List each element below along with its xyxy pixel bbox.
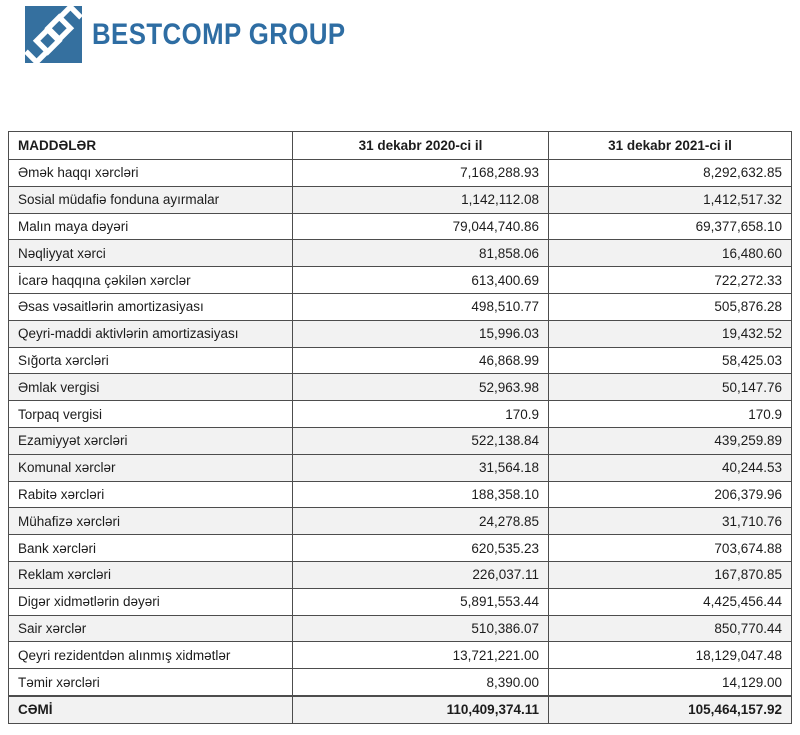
row-label: Əsas vəsaitlərin amortizasiyası — [8, 292, 293, 321]
company-name: BESTCOMP GROUP — [92, 18, 346, 51]
row-label: İcarə haqqına çəkilən xərclər — [8, 266, 293, 294]
value-2020: 613,400.69 — [292, 266, 549, 294]
total-value-2021: 105,464,157.92 — [548, 694, 792, 724]
table-row: Torpaq vergisi 170.9 170.9 — [8, 400, 792, 428]
value-2021: 1,412,517.32 — [548, 185, 792, 214]
value-2020: 170.9 — [292, 400, 549, 428]
value-2021: 69,377,658.10 — [548, 212, 792, 241]
value-2021: 18,129,047.48 — [548, 641, 792, 670]
value-2021: 505,876.28 — [548, 292, 792, 321]
row-label: Əmlak vergisi — [8, 373, 293, 402]
value-2020: 81,858.06 — [292, 239, 549, 268]
table-row: Əmək haqqı xərcləri 7,168,288.93 8,292,6… — [8, 159, 792, 187]
value-2020: 5,891,553.44 — [292, 587, 549, 616]
value-2021: 206,379.96 — [548, 480, 792, 509]
column-header-items: MADDƏLƏR — [8, 131, 293, 160]
table-row: Nəqliyyat xərci 81,858.06 16,480.60 — [8, 239, 792, 268]
value-2021: 170.9 — [548, 400, 792, 428]
table-row: Qeyri rezidentdən alınmış xidmətlər 13,7… — [8, 641, 792, 670]
table-row: Reklam xərcləri 226,037.11 167,870.85 — [8, 560, 792, 589]
brand-header: BESTCOMP GROUP — [25, 6, 387, 63]
row-label: Ezamiyyət xərcləri — [8, 426, 293, 455]
value-2021: 850,770.44 — [548, 614, 792, 643]
table-row: Digər xidmətlərin dəyəri 5,891,553.44 4,… — [8, 587, 792, 616]
row-label: Sosial müdafiə fonduna ayırmalar — [8, 185, 293, 214]
value-2021: 40,244.53 — [548, 453, 792, 482]
financial-table: MADDƏLƏR 31 dekabr 2020-ci il 31 dekabr … — [8, 131, 792, 724]
value-2021: 8,292,632.85 — [548, 159, 792, 187]
value-2021: 31,710.76 — [548, 507, 792, 536]
table-row: Qeyri-maddi aktivlərin amortizasiyası 15… — [8, 319, 792, 348]
value-2020: 15,996.03 — [292, 319, 549, 348]
value-2020: 1,142,112.08 — [292, 185, 549, 214]
value-2020: 24,278.85 — [292, 507, 549, 536]
table-row: Ezamiyyət xərcləri 522,138.84 439,259.89 — [8, 426, 792, 455]
row-label: Təmir xərcləri — [8, 668, 293, 697]
table-row: Əmlak vergisi 52,963.98 50,147.76 — [8, 373, 792, 402]
value-2021: 14,129.00 — [548, 668, 792, 697]
row-label: Malın maya dəyəri — [8, 212, 293, 241]
value-2021: 439,259.89 — [548, 426, 792, 455]
row-label: Rabitə xərcləri — [8, 480, 293, 509]
value-2020: 188,358.10 — [292, 480, 549, 509]
row-label: Komunal xərclər — [8, 453, 293, 482]
row-label: Reklam xərcləri — [8, 560, 293, 589]
table-row: Rabitə xərcləri 188,358.10 206,379.96 — [8, 480, 792, 509]
value-2020: 498,510.77 — [292, 292, 549, 321]
value-2021: 703,674.88 — [548, 534, 792, 562]
row-label: Sığorta xərcləri — [8, 346, 293, 375]
table-row: Malın maya dəyəri 79,044,740.86 69,377,6… — [8, 212, 792, 241]
table-header-row: MADDƏLƏR 31 dekabr 2020-ci il 31 dekabr … — [8, 131, 792, 160]
value-2020: 46,868.99 — [292, 346, 549, 375]
table-row: Sığorta xərcləri 46,868.99 58,425.03 — [8, 346, 792, 375]
value-2021: 50,147.76 — [548, 373, 792, 402]
value-2020: 13,721,221.00 — [292, 641, 549, 670]
row-label: Qeyri rezidentdən alınmış xidmətlər — [8, 641, 293, 670]
value-2020: 31,564.18 — [292, 453, 549, 482]
table-row: Sosial müdafiə fonduna ayırmalar 1,142,1… — [8, 185, 792, 214]
value-2021: 722,272.33 — [548, 266, 792, 294]
table-row: İcarə haqqına çəkilən xərclər 613,400.69… — [8, 266, 792, 294]
total-label: CƏMİ — [8, 694, 293, 724]
row-label: Bank xərcləri — [8, 534, 293, 562]
row-label: Qeyri-maddi aktivlərin amortizasiyası — [8, 319, 293, 348]
table-row: Təmir xərcləri 8,390.00 14,129.00 — [8, 668, 792, 697]
value-2020: 522,138.84 — [292, 426, 549, 455]
value-2020: 52,963.98 — [292, 373, 549, 402]
row-label: Sair xərclər — [8, 614, 293, 643]
table-row: Əsas vəsaitlərin amortizasiyası 498,510.… — [8, 292, 792, 321]
chain-link-icon — [25, 6, 82, 63]
value-2021: 167,870.85 — [548, 560, 792, 589]
value-2020: 8,390.00 — [292, 668, 549, 697]
total-value-2020: 110,409,374.11 — [292, 694, 549, 724]
row-label: Torpaq vergisi — [8, 400, 293, 428]
value-2020: 620,535.23 — [292, 534, 549, 562]
table-row: Komunal xərclər 31,564.18 40,244.53 — [8, 453, 792, 482]
table-row: Bank xərcləri 620,535.23 703,674.88 — [8, 534, 792, 562]
table-row: Sair xərclər 510,386.07 850,770.44 — [8, 614, 792, 643]
value-2020: 226,037.11 — [292, 560, 549, 589]
column-header-2021: 31 dekabr 2021-ci il — [548, 131, 792, 160]
row-label: Əmək haqqı xərcləri — [8, 159, 293, 187]
value-2021: 4,425,456.44 — [548, 587, 792, 616]
value-2021: 58,425.03 — [548, 346, 792, 375]
row-label: Nəqliyyat xərci — [8, 239, 293, 268]
value-2021: 16,480.60 — [548, 239, 792, 268]
value-2020: 7,168,288.93 — [292, 159, 549, 187]
table-total-row: CƏMİ 110,409,374.11 105,464,157.92 — [8, 694, 792, 724]
column-header-2020: 31 dekabr 2020-ci il — [292, 131, 549, 160]
value-2021: 19,432.52 — [548, 319, 792, 348]
value-2020: 510,386.07 — [292, 614, 549, 643]
table-row: Mühafizə xərcləri 24,278.85 31,710.76 — [8, 507, 792, 536]
value-2020: 79,044,740.86 — [292, 212, 549, 241]
row-label: Digər xidmətlərin dəyəri — [8, 587, 293, 616]
row-label: Mühafizə xərcləri — [8, 507, 293, 536]
